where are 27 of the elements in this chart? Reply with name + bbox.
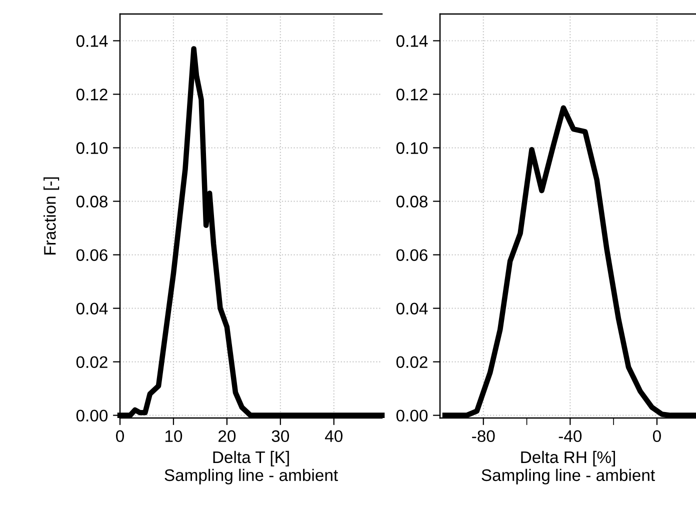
x-tick-label: -40 (558, 430, 582, 442)
x-tick-label: 40 (324, 430, 342, 442)
x-tick-label: 0 (652, 430, 661, 442)
y-axis-title: Fraction [-] (44, 177, 60, 254)
x-tick-label: 20 (218, 430, 236, 442)
y-tick-label: 0.14 (76, 35, 108, 47)
x-tick-label: 30 (272, 430, 290, 442)
y-tick-label: 0.00 (76, 410, 108, 422)
y-tick-label: 0.06 (396, 249, 428, 261)
y-tick-label: 0.08 (396, 196, 428, 208)
y-tick-label: 0.12 (396, 88, 428, 100)
y-tick-label: 0.02 (76, 356, 108, 368)
y-tick-label: 0.10 (396, 142, 428, 154)
y-tick-label: 0.12 (76, 88, 108, 100)
y-tick-label: 0.14 (396, 35, 428, 47)
y-tick-label: 0.04 (76, 302, 108, 315)
y-tick-label: 0.06 (76, 249, 108, 261)
x-tick-label: 10 (165, 430, 182, 442)
y-tick-label: 0.00 (396, 410, 428, 422)
x-tick-label: 0 (116, 430, 124, 442)
x-tick-label: -80 (472, 430, 495, 442)
y-tick-label: 0.04 (396, 302, 428, 315)
y-tick-label: 0.02 (396, 356, 428, 368)
x-axis-title: Delta RH [%] Sampling line - ambient (482, 450, 655, 484)
y-tick-label: 0.08 (76, 196, 108, 208)
x-axis-title: Delta T [K] Sampling line - ambient (164, 450, 338, 484)
y-tick-label: 0.10 (76, 142, 108, 154)
